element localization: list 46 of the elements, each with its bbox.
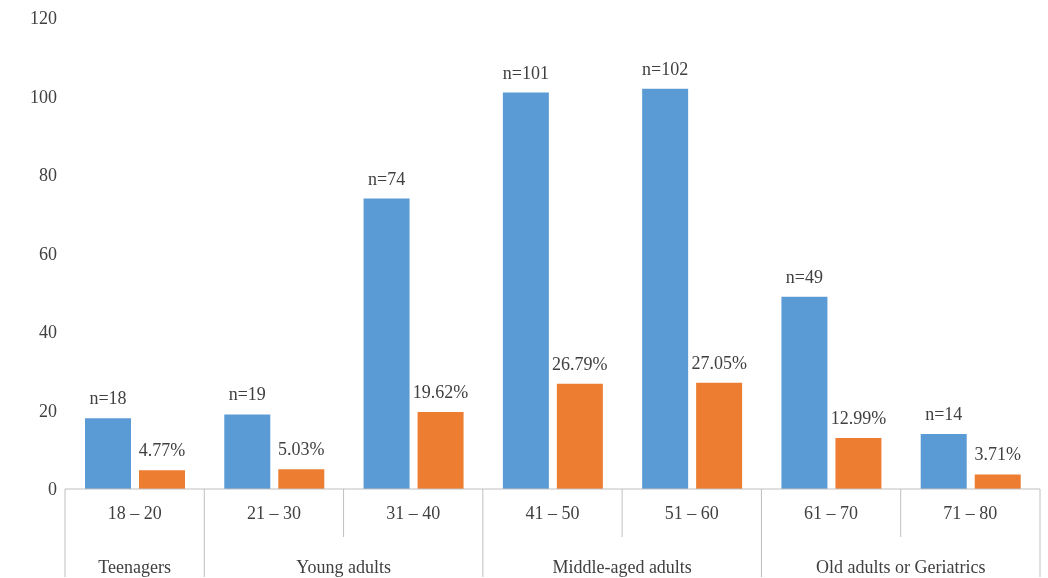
data-label: 19.62%: [412, 381, 469, 402]
bar: [696, 382, 743, 489]
y-tick-label: 80: [39, 165, 57, 186]
x-tick-label: 31 – 40: [386, 503, 441, 523]
text: Middle-aged adults: [552, 557, 692, 577]
x-tick-label: 41 – 50: [525, 503, 580, 523]
bar: [139, 470, 185, 489]
data-label: 26.79%: [552, 353, 608, 374]
data-label: n=49: [785, 266, 824, 287]
bar: [417, 411, 464, 489]
bar: [502, 92, 549, 489]
y-tick-label: 20: [39, 400, 57, 421]
data-label: n=102: [642, 58, 689, 79]
y-tick-label: 40: [39, 322, 57, 343]
x-tick-label: 18 – 20: [107, 503, 162, 523]
x-tick-label: 71 – 80: [943, 503, 998, 523]
bar: [363, 198, 410, 489]
y-tick-label: 60: [39, 243, 57, 264]
data-label: n=74: [367, 168, 406, 189]
text: Young adults: [296, 557, 391, 577]
text: Old adults or Geriatrics: [815, 557, 986, 577]
bar: [974, 474, 1021, 489]
x-tick-label: 21 – 30: [246, 503, 301, 523]
data-label: 3.71%: [974, 444, 1021, 465]
data-label: n=19: [228, 384, 266, 405]
y-tick-label: 120: [30, 8, 57, 29]
y-tick-label: 0: [48, 479, 57, 500]
x-tick-label: 61 – 70: [804, 503, 859, 523]
text: Teenagers: [98, 557, 171, 577]
data-label: n=101: [502, 62, 549, 83]
data-label: 4.77%: [138, 440, 186, 461]
bar: [642, 88, 689, 489]
bar: [278, 469, 325, 489]
y-tick-label: 100: [30, 86, 57, 107]
data-label: n=14: [925, 404, 963, 425]
bar: [224, 414, 271, 489]
data-label: 12.99%: [830, 408, 887, 429]
bar: [556, 383, 603, 489]
x-tick-label: 51 – 60: [664, 503, 719, 523]
data-label: 27.05%: [691, 352, 747, 373]
data-label: n=18: [89, 388, 127, 409]
data-label: 5.03%: [278, 439, 325, 460]
bar: [781, 296, 828, 489]
bar: [920, 434, 967, 489]
bar: [85, 418, 131, 489]
bar: [835, 438, 882, 489]
